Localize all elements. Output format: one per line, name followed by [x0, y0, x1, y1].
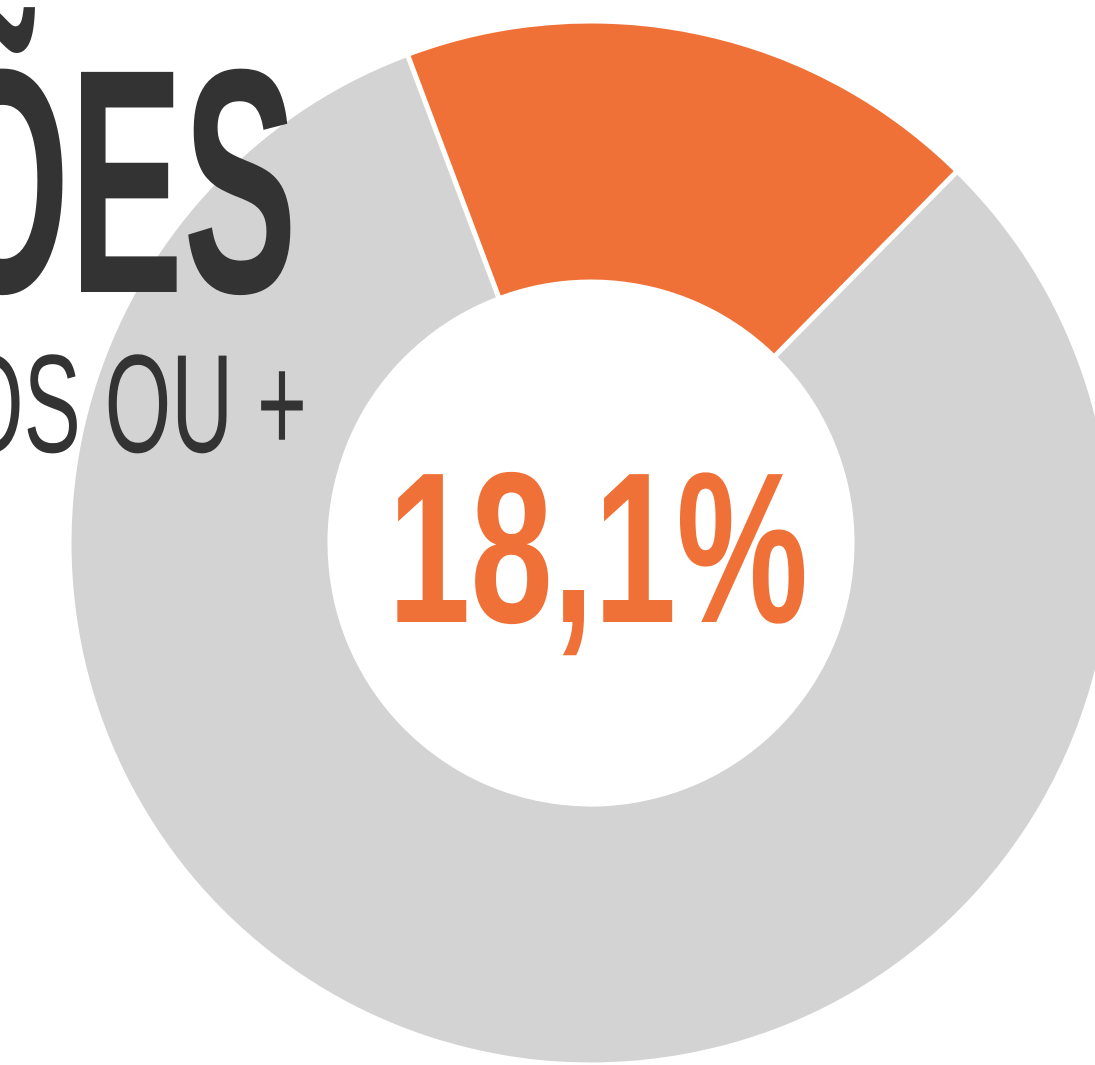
donut-segment — [66, 51, 1095, 1065]
donut — [66, 18, 1095, 1065]
chart-subtitle: OS OU + — [0, 325, 307, 482]
donut-segment — [404, 18, 961, 361]
value-label: 18,1% — [388, 427, 808, 668]
chart-title: ÕES — [0, 2, 297, 360]
